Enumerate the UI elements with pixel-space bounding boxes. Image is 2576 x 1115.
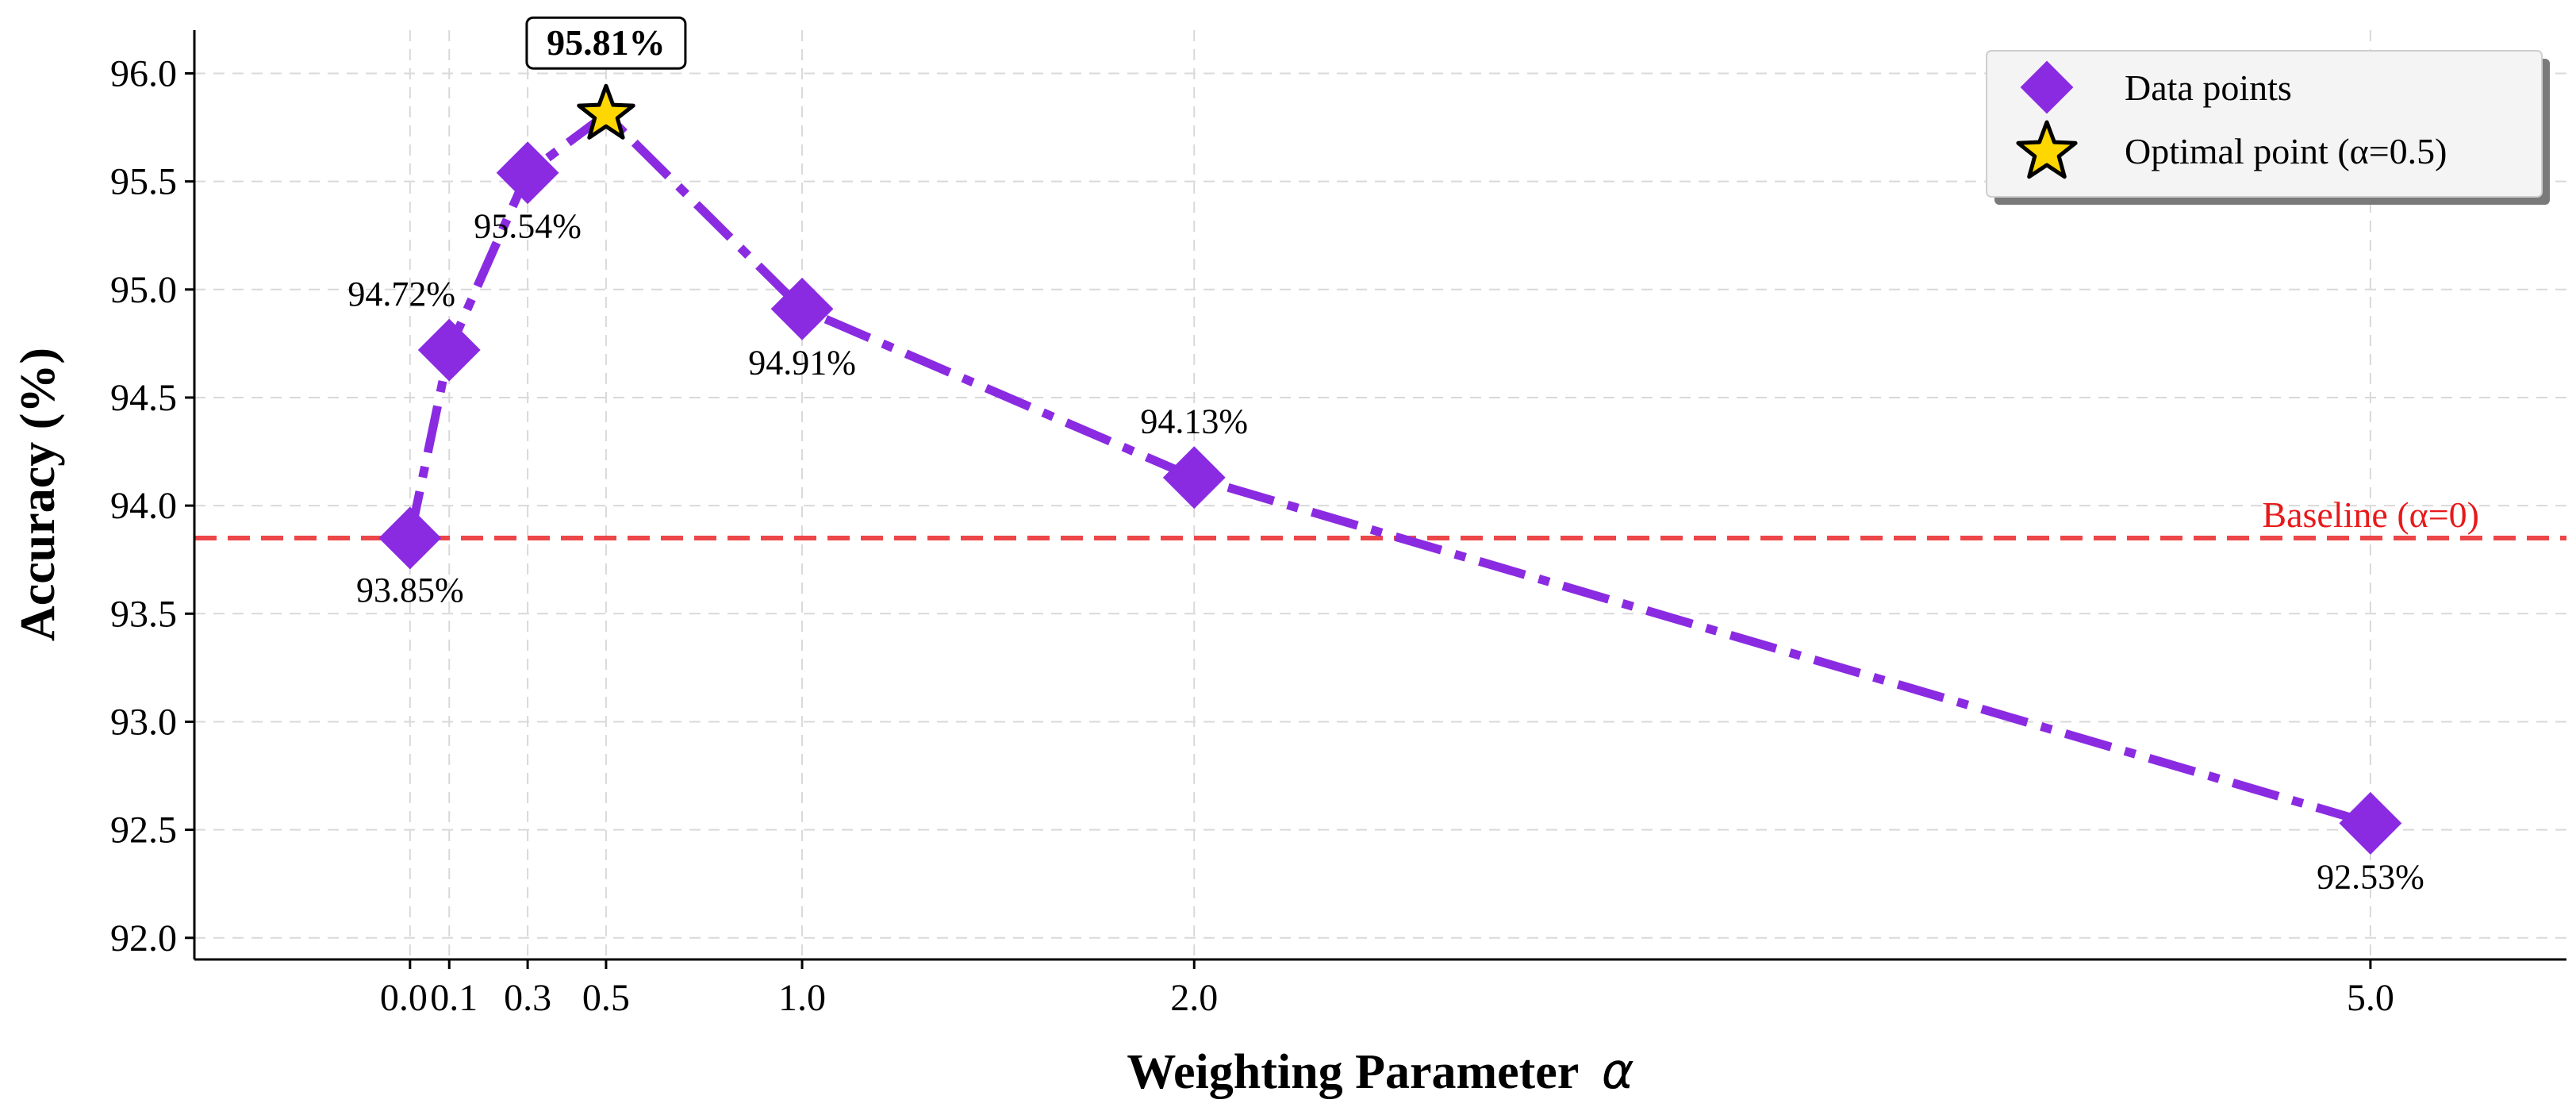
y-tick-label: 92.0 [110, 917, 177, 959]
optimal-label: 95.81% [547, 22, 666, 63]
y-tick-label: 93.5 [110, 593, 177, 635]
legend: Data points Optimal point (α=0.5) [1986, 50, 2550, 205]
y-tick-label: 92.5 [110, 809, 177, 852]
y-tick-label: 94.5 [110, 377, 177, 419]
x-axis-title: Weighting Parameter α [1127, 1042, 1634, 1100]
x-ticks: 0.0 0.1 0.3 0.5 1.0 2.0 5.0 [380, 959, 2394, 1019]
y-tick-label: 93.0 [110, 701, 177, 743]
legend-star-marker [2016, 120, 2078, 179]
x-tick-label: 2.0 [1170, 977, 1218, 1019]
x-tick-label: 5.0 [2347, 977, 2394, 1019]
y-tick-label: 95.5 [110, 161, 177, 203]
y-tick-label: 96.0 [110, 52, 177, 94]
legend-entry-optimal-point: Optimal point (α=0.5) [2125, 131, 2447, 171]
data-point-marker [417, 318, 481, 382]
baseline-label: Baseline (α=0) [2262, 494, 2479, 535]
data-label: 92.53% [2317, 857, 2424, 896]
data-labels: 93.85% 94.72% 95.54% 94.91% 94.13% 92.53% 95.8… [347, 16, 2424, 896]
data-label: 95.54% [474, 207, 582, 246]
data-point-marker [2339, 792, 2402, 855]
x-axis-title-text: Weighting Parameter [1127, 1045, 1578, 1099]
optimal-point-marker [577, 83, 635, 140]
data-point-marker [770, 277, 834, 340]
axes [193, 30, 2566, 961]
data-point-marker [378, 506, 442, 570]
optimal-label-box [525, 16, 687, 70]
data-label: 94.13% [1140, 402, 1248, 441]
legend-diamond-marker [2020, 60, 2074, 114]
series-line [405, 110, 2372, 828]
y-tick-label: 95.0 [110, 269, 177, 311]
y-ticks: 92.0 92.5 93.0 93.5 94.0 94.5 95.0 95.5 96.0 [110, 52, 194, 959]
y-axis-title: Accuracy (%) [11, 348, 65, 641]
x-tick-label: 1.0 [778, 977, 826, 1019]
data-point-marker [496, 141, 559, 205]
data-label: 94.91% [748, 343, 856, 382]
data-markers [378, 83, 2402, 855]
x-tick-label: 0.5 [582, 977, 630, 1019]
x-tick-label: 0.0 [380, 977, 428, 1019]
legend-box [1986, 50, 2543, 198]
data-point-marker [1162, 446, 1226, 509]
x-axis-title-symbol: α [1602, 1042, 1634, 1100]
legend-entry-data-points: Data points [2125, 67, 2292, 108]
data-label: 93.85% [356, 571, 464, 609]
x-tick-label: 0.1 [430, 977, 478, 1019]
series-line-path [405, 110, 2372, 828]
data-label: 94.72% [347, 275, 455, 313]
baseline: Baseline (α=0) [194, 494, 2566, 540]
y-tick-label: 94.0 [110, 485, 177, 527]
x-tick-label: 0.3 [504, 977, 551, 1019]
